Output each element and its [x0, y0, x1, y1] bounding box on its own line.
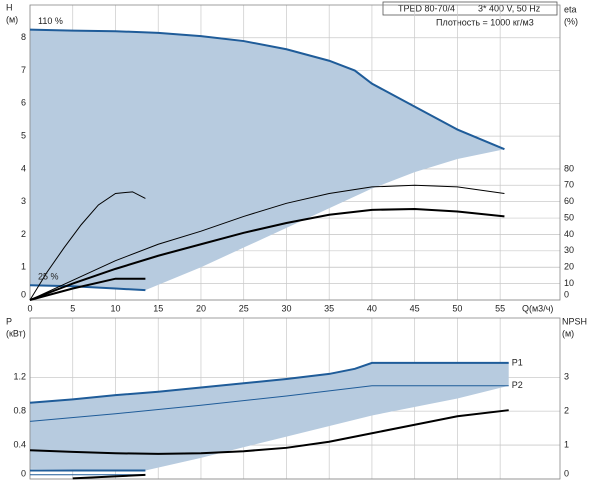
y-tick-label: 0	[21, 289, 26, 299]
y-tick-label: 4	[21, 163, 26, 173]
curve-label: P2	[512, 380, 523, 390]
curve	[29, 284, 146, 292]
y-tick-label: 8	[21, 32, 26, 42]
y-axis-label: P	[6, 316, 12, 326]
x-tick-label: 50	[452, 303, 462, 313]
x-tick-label: 25	[239, 303, 249, 313]
operating-range	[30, 29, 505, 291]
curve	[29, 277, 146, 301]
y-tick-label: 0	[21, 468, 26, 478]
operating-range	[30, 362, 509, 471]
y2-tick-label: 70	[564, 180, 574, 190]
x-tick-label: 10	[110, 303, 120, 313]
y-tick-label: 0.8	[13, 406, 26, 416]
y2-tick-label: 10	[564, 278, 574, 288]
y2-tick-label: 1	[564, 439, 569, 449]
y-tick-label: 2	[21, 229, 26, 239]
y2-tick-label: 80	[564, 163, 574, 173]
y-tick-label: 5	[21, 130, 26, 140]
y2-axis-unit: (%)	[564, 16, 578, 26]
curve	[29, 184, 505, 301]
density-note: Плотность = 1000 кг/м3	[436, 17, 534, 27]
curve-label: 110 %	[38, 16, 63, 26]
curve	[29, 208, 505, 301]
y2-tick-label: 0	[564, 468, 569, 478]
curve-label: P1	[512, 357, 523, 367]
x-tick-label: 0	[27, 303, 32, 313]
y-tick-label: 6	[21, 98, 26, 108]
y2-tick-label: 0	[564, 289, 569, 299]
curve	[29, 28, 505, 151]
y-axis-label: H	[6, 2, 13, 12]
y-tick-label: 1	[21, 262, 26, 272]
y2-axis-label: eta	[564, 4, 577, 14]
y-tick-label: 0.4	[13, 439, 26, 449]
plot	[29, 4, 561, 301]
chart-subtitle: 3* 400 V, 50 Hz	[478, 3, 541, 13]
y-tick-label: 1.2	[13, 372, 26, 382]
x-tick-label: 5	[70, 303, 75, 313]
chart-title: TPED 80-70/4	[398, 3, 455, 13]
curve-label: 25 %	[38, 272, 59, 282]
curve	[29, 385, 509, 422]
curve	[29, 191, 146, 301]
y2-tick-label: 20	[564, 262, 574, 272]
curve	[72, 473, 146, 480]
y-axis-unit: (м)	[6, 14, 18, 24]
y2-tick-label: 30	[564, 245, 574, 255]
plot-frame	[29, 317, 561, 480]
plot-frame	[29, 4, 561, 301]
y-axis-unit: (кВт)	[6, 328, 26, 338]
x-tick-label: 15	[153, 303, 163, 313]
x-tick-label: 30	[281, 303, 291, 313]
x-tick-label: 45	[410, 303, 420, 313]
x-axis-label: Q(м3/ч)	[522, 303, 553, 313]
plot	[29, 317, 561, 480]
y2-tick-label: 50	[564, 212, 574, 222]
y2-tick-label: 2	[564, 406, 569, 416]
y2-axis-unit: (м)	[562, 328, 574, 338]
x-tick-label: 55	[495, 303, 505, 313]
x-tick-label: 35	[324, 303, 334, 313]
x-tick-label: 40	[367, 303, 377, 313]
x-tick-label: 20	[196, 303, 206, 313]
y-tick-label: 3	[21, 196, 26, 206]
y-tick-label: 7	[21, 65, 26, 75]
curve	[29, 409, 509, 455]
y2-axis-label: NPSH	[562, 316, 587, 326]
curve	[29, 361, 509, 404]
y2-tick-label: 60	[564, 196, 574, 206]
y2-tick-label: 3	[564, 372, 569, 382]
y2-tick-label: 40	[564, 229, 574, 239]
